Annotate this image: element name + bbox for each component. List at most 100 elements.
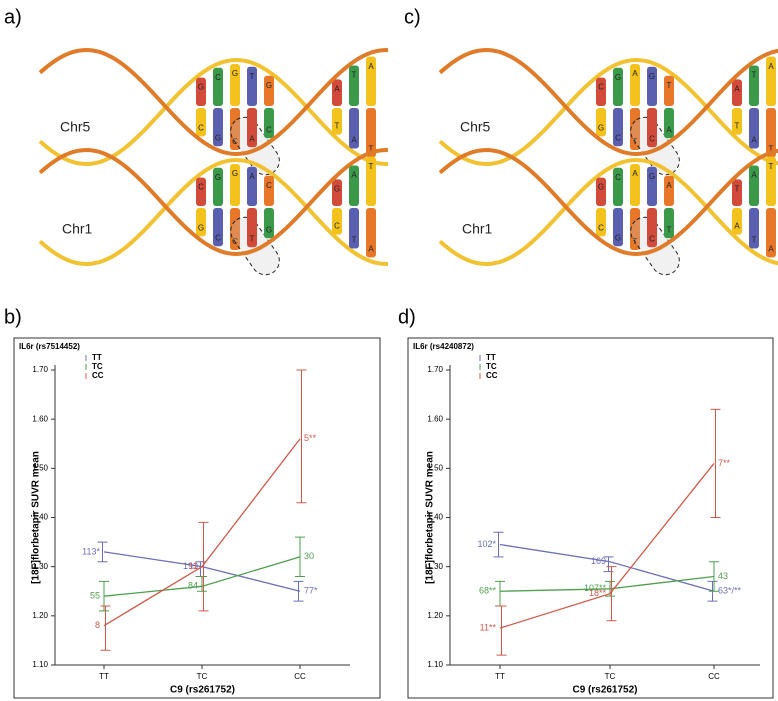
series-line [499, 543, 715, 592]
legend-label: CC [92, 371, 104, 380]
base-letter: A [368, 62, 374, 71]
base-letter: C [215, 233, 221, 242]
base-letter: A [768, 244, 774, 253]
base [349, 208, 359, 249]
base [366, 108, 376, 158]
base [664, 208, 674, 239]
base-letter: T [769, 144, 774, 153]
base [596, 208, 606, 237]
panel-label: a) [4, 6, 22, 28]
base-letter: T [335, 122, 340, 131]
legend-label: TC [486, 362, 497, 371]
base-letter: G [198, 83, 204, 92]
base-letter: C [598, 83, 604, 92]
series-line [499, 463, 715, 629]
base [196, 208, 206, 237]
base [732, 179, 742, 206]
base-letter: T [369, 162, 374, 171]
base [613, 67, 623, 106]
base-letter: A [734, 222, 740, 231]
base [647, 208, 657, 248]
base [732, 79, 742, 106]
y-tick-label: 1.70 [32, 365, 48, 374]
base [596, 77, 606, 106]
base [766, 208, 776, 258]
base-letter: A [632, 69, 638, 78]
base [230, 108, 240, 150]
base-letter: C [615, 133, 621, 142]
error-bar [198, 521, 209, 612]
base [630, 64, 640, 106]
base [366, 156, 376, 206]
base [613, 108, 623, 147]
error-bar [710, 408, 721, 518]
count-label: 18** [589, 588, 607, 598]
count-label: 5** [304, 433, 317, 443]
base-letter: G [598, 183, 604, 192]
base [196, 77, 206, 106]
base [630, 164, 640, 206]
base [196, 177, 206, 206]
legend-label: TT [92, 353, 102, 362]
base [213, 108, 223, 147]
base [766, 156, 776, 206]
base [613, 167, 623, 206]
base-letter: T [667, 225, 672, 234]
base-letter: C [334, 222, 340, 231]
base-letter: T [735, 185, 740, 194]
base [230, 64, 240, 106]
base-letter: G [266, 81, 272, 90]
base-letter: A [368, 244, 374, 253]
base [247, 208, 257, 248]
base [630, 208, 640, 250]
base [332, 208, 342, 235]
y-tick-label: 1.60 [427, 414, 443, 423]
x-axis-label: C9 (rs261752) [170, 685, 235, 696]
legend-title: IL6r (rs4240872) [413, 342, 474, 351]
count-label: 113* [82, 546, 100, 556]
base [766, 56, 776, 106]
count-label: 77* [304, 586, 318, 596]
base-letter: T [769, 162, 774, 171]
base [332, 79, 342, 106]
base-letter: G [232, 69, 238, 78]
base [366, 56, 376, 106]
x-tick-label: TC [197, 672, 208, 681]
base [264, 208, 274, 239]
base-letter: T [735, 122, 740, 131]
error-bar [293, 580, 304, 602]
y-axis-label: [18F]florbetapir SUVR mean [425, 451, 436, 584]
base [647, 108, 657, 148]
base [332, 108, 342, 135]
error-bar [606, 566, 617, 622]
base-letter: T [250, 234, 255, 243]
base [264, 175, 274, 206]
dna-strand [438, 47, 778, 157]
base-letter: A [734, 85, 740, 94]
count-label: 55 [90, 591, 100, 601]
base-letter: T [752, 236, 757, 245]
panel-label: c) [404, 6, 421, 28]
series-line [103, 438, 301, 627]
base-letter: G [266, 225, 272, 234]
base-letter: G [649, 72, 655, 81]
dna-strand [38, 57, 389, 167]
base [264, 108, 274, 139]
legend-label: CC [486, 371, 498, 380]
base-letter: T [752, 71, 757, 80]
count-label: 43 [718, 571, 728, 581]
base-letter: G [615, 233, 621, 242]
base [749, 165, 759, 206]
base [247, 66, 257, 106]
base-letter: C [266, 181, 272, 190]
base [766, 108, 776, 158]
legend-title: IL6r (rs7514452) [19, 342, 80, 351]
y-tick-label: 1.70 [427, 365, 443, 374]
base [596, 108, 606, 137]
count-label: 11 [189, 561, 198, 571]
legend-label: TC [92, 362, 103, 371]
count-label: 7** [718, 458, 731, 468]
y-tick-label: 1.20 [427, 611, 443, 620]
x-tick-label: TT [495, 672, 505, 681]
